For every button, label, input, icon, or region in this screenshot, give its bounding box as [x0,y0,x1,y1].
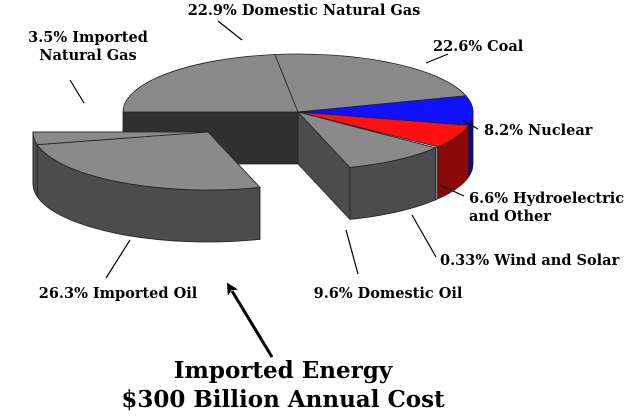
slice-label-7-1: Natural Gas [39,47,136,64]
slice-label-1-0: 22.6% Coal [433,38,524,55]
slice-label-7-0: 3.5% Imported [28,29,148,46]
slice-top-2 [297,95,474,126]
slice-label-2-0: 8.2% Nuclear [484,122,593,139]
slice-top-1 [274,53,467,113]
annotation-arrow [226,282,274,358]
slice-top-5 [296,111,437,168]
slice-label-0-0: 22.9% Domestic Natural Gas [188,2,421,19]
pie-layer [32,53,474,243]
slice-top-6 [36,131,261,191]
slice-label-4-0: 0.33% Wind and Solar [440,252,620,269]
leader-line-1 [425,53,449,64]
leader-line-5 [345,229,359,275]
slice-labels: 22.9% Domestic Natural Gas 22.6% Coal 8.2%… [28,2,624,302]
leader-line-7 [69,79,85,104]
leader-line-3 [439,184,465,197]
leader-line-0 [217,20,243,41]
annotation-line-2: $300 Billion Annual Cost [121,386,445,413]
annotation: Imported Energy $300 Billion Annual Cost [121,282,445,413]
leader-line-4 [411,214,437,258]
slice-top-0 [122,54,299,113]
leader-lines [69,20,479,279]
annotation-line-1: Imported Energy [174,357,393,384]
slice-top-7 [32,131,209,146]
slice-label-5-0: 9.6% Domestic Oil [314,285,463,302]
slice-label-3-0: 6.6% Hydroelectric [469,190,624,207]
slice-label-6-0: 26.3% Imported Oil [39,285,198,302]
leader-line-6 [105,239,131,279]
leader-line-2 [461,119,479,130]
slice-label-3-1: and Other [469,208,551,225]
